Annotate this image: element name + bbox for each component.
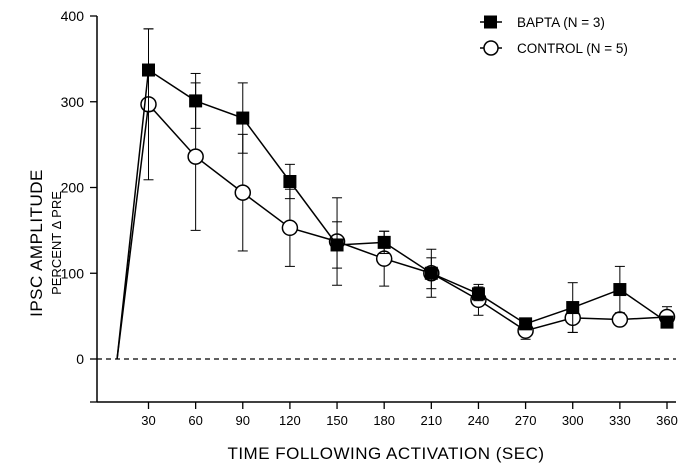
bapta-point: [613, 283, 627, 297]
bapta-point: [189, 94, 203, 108]
control-point: [281, 219, 299, 237]
legend-control-marker: [483, 40, 499, 56]
y-tick-label: 400: [61, 8, 85, 24]
legend-control-label: CONTROL (N = 5): [517, 41, 628, 56]
control-point: [234, 184, 252, 201]
x-tick-label: 150: [326, 413, 348, 428]
legend-entry-bapta: BAPTA (N = 3): [480, 15, 605, 30]
bapta-line: [116, 68, 668, 360]
x-tick-label: 60: [188, 413, 202, 428]
x-tick-label: 240: [468, 413, 490, 428]
series-bapta: [116, 28, 674, 360]
bapta-point: [283, 174, 297, 188]
y-axis-title: IPSC AMPLITUDE: [27, 169, 46, 317]
series-layer: [116, 28, 676, 360]
y-tick-label: 100: [61, 265, 85, 281]
legend: BAPTA (N = 3) CONTROL (N = 5): [480, 15, 628, 56]
x-tick-label: 300: [562, 413, 584, 428]
bapta-point: [519, 317, 533, 331]
control-line: [116, 102, 668, 360]
x-tick-label: 180: [373, 413, 395, 428]
bapta-point: [424, 266, 438, 280]
y-axis-subtitle: PERCENT Δ PRE: [49, 191, 64, 295]
bapta-point: [471, 287, 485, 301]
control-point: [187, 148, 204, 165]
series-control: [116, 28, 676, 360]
y-tick-label: 300: [61, 94, 85, 110]
legend-bapta-label: BAPTA (N = 3): [517, 15, 605, 30]
x-tick-label: 30: [141, 413, 155, 428]
y-tick-group: 0 100 200 300 400: [61, 8, 97, 403]
x-tick-label: 330: [609, 413, 631, 428]
x-tick-label: 360: [656, 413, 678, 428]
bapta-point: [660, 315, 674, 329]
control-point: [611, 311, 629, 328]
x-tick-label: 210: [420, 413, 442, 428]
legend-entry-control: CONTROL (N = 5): [480, 40, 628, 56]
x-tick-group: 30 60 90 120 150 180 210 240 270 300 330 360: [141, 402, 678, 428]
y-tick-label: 200: [61, 180, 85, 196]
legend-bapta-marker: [484, 15, 497, 29]
bapta-point: [377, 235, 391, 249]
x-axis-title: TIME FOLLOWING ACTIVATION (SEC): [227, 444, 544, 463]
bapta-point: [142, 63, 155, 77]
bapta-point: [236, 111, 250, 125]
x-tick-label: 120: [279, 413, 301, 428]
x-tick-label: 90: [236, 413, 250, 428]
y-tick-label: 0: [76, 351, 84, 367]
bapta-point: [566, 301, 580, 315]
x-tick-label: 270: [515, 413, 537, 428]
bapta-point: [330, 238, 344, 252]
